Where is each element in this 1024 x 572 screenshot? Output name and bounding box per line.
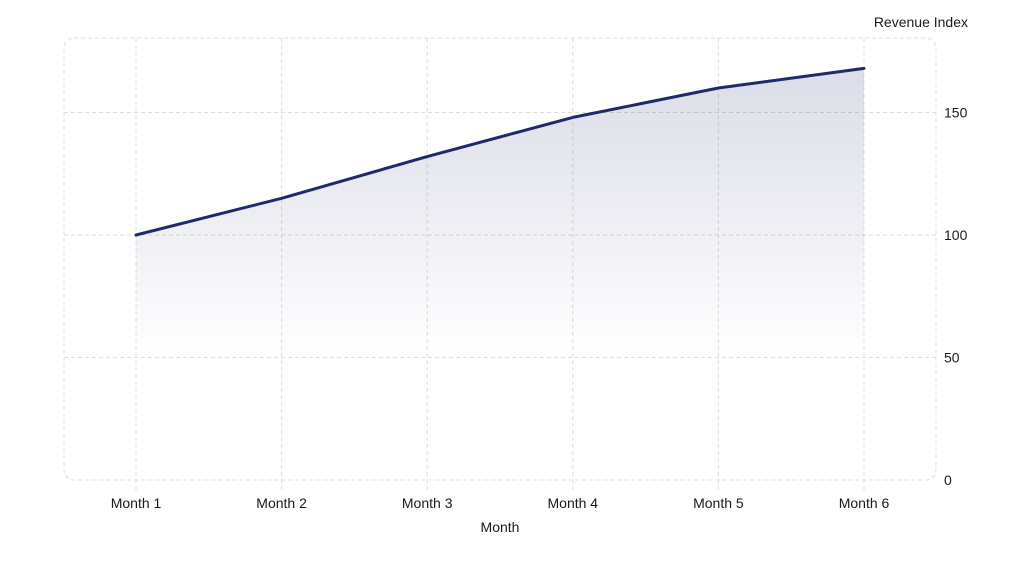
y-tick-label: 0 bbox=[944, 472, 952, 488]
x-axis-tick-labels: Month 1 Month 2 Month 3 Month 4 Month 5 Month… bbox=[111, 495, 890, 511]
x-tick-label: Month 1 bbox=[111, 495, 162, 511]
x-tick-label: Month 6 bbox=[839, 495, 890, 511]
area-fill bbox=[136, 68, 864, 358]
y-tick-label: 50 bbox=[944, 350, 960, 366]
y-axis-tick-labels: 0 50 100 150 bbox=[944, 105, 968, 489]
y-axis-title: Revenue Index bbox=[874, 14, 968, 30]
x-axis-title: Month bbox=[481, 519, 520, 535]
x-tick-label: Month 3 bbox=[402, 495, 453, 511]
revenue-index-line bbox=[134, 66, 866, 237]
y-tick-label: 100 bbox=[944, 227, 968, 243]
x-tick-label: Month 4 bbox=[548, 495, 599, 511]
y-tick-label: 150 bbox=[944, 105, 968, 121]
x-tick-label: Month 2 bbox=[256, 495, 307, 511]
x-tick-label: Month 5 bbox=[693, 495, 744, 511]
plot-frame bbox=[63, 37, 937, 481]
